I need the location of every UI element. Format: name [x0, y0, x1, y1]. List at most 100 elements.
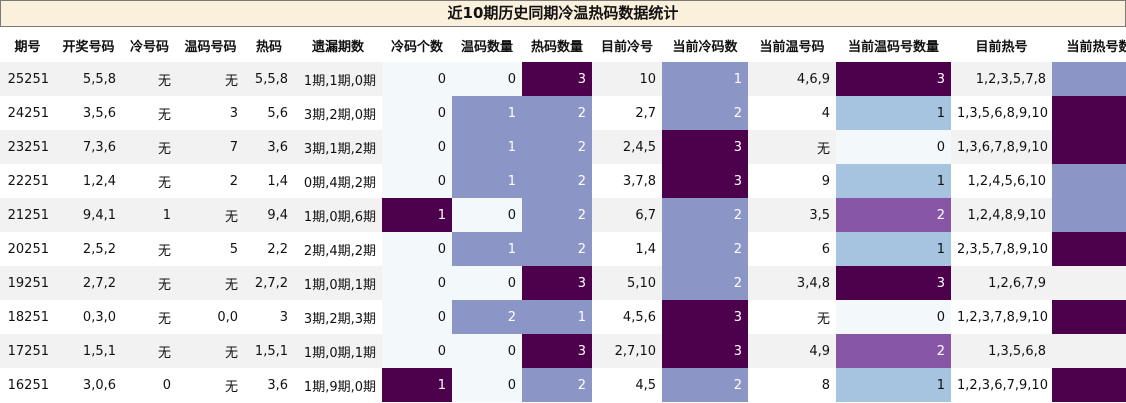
warm-count-cell: 0: [452, 266, 522, 300]
cur-warm-count-cell: 1: [836, 232, 951, 266]
col-header-cur-hot: 目前热号: [975, 39, 1028, 55]
hot-nums-cell: 5,5,8: [244, 62, 294, 96]
col-header-cur-cold-count: 当前冷码数: [672, 39, 738, 55]
warm-nums-cell: 7: [177, 130, 244, 164]
col-header-miss: 遗漏期数: [311, 39, 364, 55]
cur-cold-cell: 3,7,8: [592, 164, 662, 198]
hot-nums-cell: 9,4: [244, 198, 294, 232]
table-row: 17251 1,5,1 无无 1,5,1 1期,0期,1期 0 0 3 2,7,10 3 4,9 2 1…: [0, 334, 1126, 368]
hot-count-cell: 2: [522, 232, 592, 266]
draw-cell: 3,5,6: [55, 96, 122, 130]
table-row: 16251 3,0,6 0 无 3,6 1期,9期,0期 1 0 2 4,5 2 8 1 1,2,3,6,…: [0, 368, 1126, 402]
cur-hot-cell: 1,2,4,5,6,10: [951, 164, 1052, 198]
cur-hot-count-cell: 5: [1052, 266, 1126, 300]
hot-nums-cell: 1,5,1: [244, 334, 294, 368]
cur-warm-count-cell: 3: [836, 62, 951, 96]
warm-count-cell: 0: [452, 62, 522, 96]
hot-count-cell: 1: [522, 300, 592, 334]
cur-cold-count-cell: 3: [662, 164, 748, 198]
cold-count-cell: 0: [382, 164, 452, 198]
cold-nums-cell: 无: [122, 266, 177, 300]
miss-cell: 1期,0期,1期: [294, 266, 382, 300]
hot-count-cell: 3: [522, 62, 592, 96]
hot-count-cell: 3: [522, 334, 592, 368]
miss-cell: 1期,0期,6期: [294, 198, 382, 232]
miss-cell: 1期,9期,0期: [294, 368, 382, 402]
period-cell: 21251: [0, 198, 55, 232]
cur-hot-cell: 2,3,5,7,8,9,10: [951, 232, 1052, 266]
miss-cell: 1期,1期,0期: [294, 62, 382, 96]
cur-cold-count-cell: 1: [662, 62, 748, 96]
col-header-cur-warm-count: 当前温码号数量: [847, 39, 939, 55]
table-row: 22251 1,2,4 无 2 1,4 0期,4期,2期 0 1 2 3,7,8 3 9 1 1,2,4,…: [0, 164, 1126, 198]
col-header-draw: 开奖号码: [62, 39, 115, 55]
draw-cell: 1,5,1: [55, 334, 122, 368]
period-cell: 25251: [0, 62, 55, 96]
table-row: 23251 7,3,6 无 7 3,6 3期,1期,2期 0 1 2 2,4,5 3 无 0 1,3,6,…: [0, 130, 1126, 164]
col-header-warm-count: 温码数量: [460, 39, 513, 55]
period-cell: 16251: [0, 368, 55, 402]
col-header-hot-count: 热码数量: [530, 39, 583, 55]
cur-hot-cell: 1,3,5,6,8,9,10: [951, 96, 1052, 130]
cur-warm-count-cell: 2: [836, 198, 951, 232]
warm-nums-cell: 无: [177, 368, 244, 402]
table-row: 18251 0,3,0 无 0,0 3 3期,2期,3期 0 2 1 4,5,6 3 无 0 1,2,3,…: [0, 300, 1126, 334]
period-cell: 20251: [0, 232, 55, 266]
cur-warm-cell: 9: [748, 164, 836, 198]
cur-cold-count-cell: 2: [662, 232, 748, 266]
miss-cell: 3期,2期,3期: [294, 300, 382, 334]
cold-nums-cell: 1: [122, 198, 177, 232]
cold-nums-cell: 无: [122, 130, 177, 164]
col-header-cold-nums: 冷号码: [129, 39, 169, 55]
period-cell: 23251: [0, 130, 55, 164]
header-row: 期号 开奖号码 冷号码 温码号码 热码 遗漏期数 冷码个数 温码数量 热码数量 …: [0, 28, 1126, 62]
draw-cell: 7,3,6: [55, 130, 122, 164]
cur-cold-cell: 10: [592, 62, 662, 96]
cur-cold-cell: 2,4,5: [592, 130, 662, 164]
cold-count-cell: 0: [382, 62, 452, 96]
cold-count-cell: 0: [382, 266, 452, 300]
draw-cell: 0,3,0: [55, 300, 122, 334]
cold-count-cell: 0: [382, 232, 452, 266]
cold-nums-cell: 无: [122, 96, 177, 130]
col-header-cur-warm: 当前温号码: [759, 39, 825, 55]
warm-count-cell: 1: [452, 164, 522, 198]
hot-count-cell: 2: [522, 198, 592, 232]
cur-cold-cell: 5,10: [592, 266, 662, 300]
cold-count-cell: 1: [382, 368, 452, 402]
cold-count-cell: 0: [382, 96, 452, 130]
col-header-cold-count: 冷码个数: [390, 39, 443, 55]
warm-nums-cell: 2: [177, 164, 244, 198]
cur-warm-cell: 3,5: [748, 198, 836, 232]
cur-cold-count-cell: 2: [662, 266, 748, 300]
draw-cell: 1,2,4: [55, 164, 122, 198]
miss-cell: 3期,1期,2期: [294, 130, 382, 164]
cur-cold-cell: 2,7,10: [592, 334, 662, 368]
period-cell: 18251: [0, 300, 55, 334]
cur-cold-cell: 1,4: [592, 232, 662, 266]
cur-warm-cell: 3,4,8: [748, 266, 836, 300]
hot-nums-cell: 3: [244, 300, 294, 334]
cur-hot-count-cell: 5: [1052, 334, 1126, 368]
col-header-cur-cold: 目前冷号: [600, 39, 653, 55]
cur-warm-cell: 4,9: [748, 334, 836, 368]
hot-count-cell: 2: [522, 96, 592, 130]
cur-cold-count-cell: 3: [662, 300, 748, 334]
hot-nums-cell: 5,6: [244, 96, 294, 130]
cur-warm-count-cell: 0: [836, 130, 951, 164]
cold-nums-cell: 0: [122, 368, 177, 402]
draw-cell: 9,4,1: [55, 198, 122, 232]
cur-warm-cell: 6: [748, 232, 836, 266]
hot-nums-cell: 3,6: [244, 368, 294, 402]
cold-count-cell: 1: [382, 198, 452, 232]
cur-hot-count-cell: 7: [1052, 232, 1126, 266]
cur-hot-count-cell: 6: [1052, 198, 1126, 232]
cur-hot-cell: 1,2,3,6,7,9,10: [951, 368, 1052, 402]
hot-nums-cell: 3,6: [244, 130, 294, 164]
warm-nums-cell: 0,0: [177, 300, 244, 334]
period-cell: 22251: [0, 164, 55, 198]
warm-count-cell: 1: [452, 96, 522, 130]
cur-warm-cell: 4: [748, 96, 836, 130]
cur-cold-count-cell: 2: [662, 368, 748, 402]
warm-count-cell: 0: [452, 368, 522, 402]
